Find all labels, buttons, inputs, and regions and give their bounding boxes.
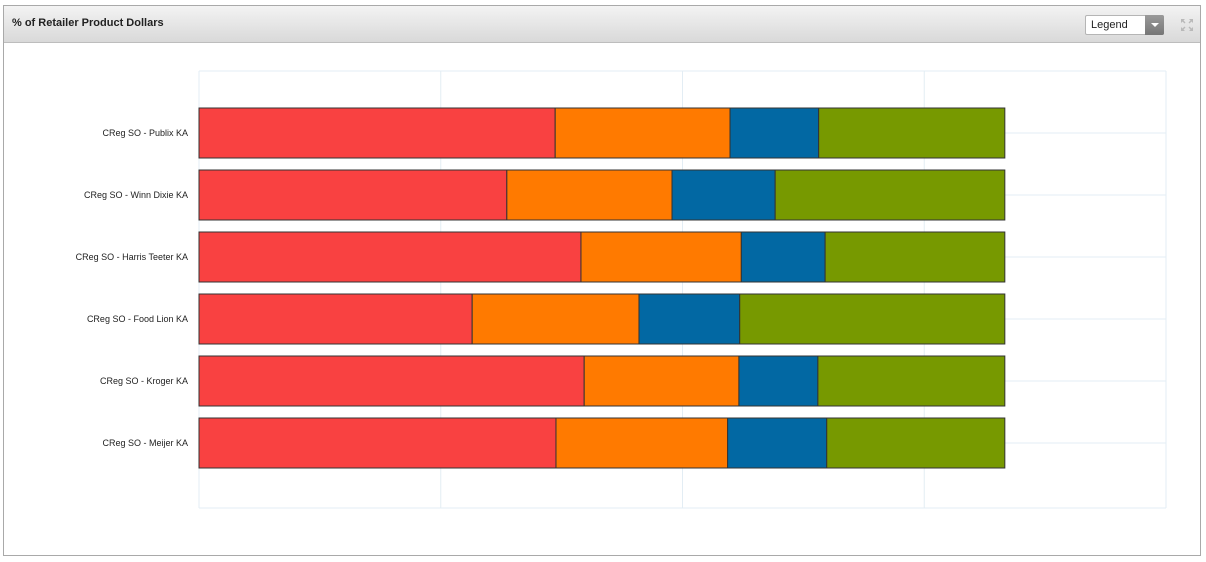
bar-segment: [738, 355, 819, 407]
bar-segment: [198, 417, 557, 469]
bar-segment: [740, 231, 826, 283]
bar-segment: [638, 293, 741, 345]
chevron-down-icon[interactable]: [1145, 15, 1164, 35]
bar-segment: [774, 169, 1006, 221]
bar-segment: [818, 107, 1006, 159]
bar-segment: [583, 355, 740, 407]
category-label: CReg SO - Food Lion KA: [87, 314, 188, 324]
bar-segment: [471, 293, 640, 345]
category-label: CReg SO - Meijer KA: [102, 438, 188, 448]
category-label: CReg SO - Publix KA: [102, 128, 188, 138]
bar-segment: [729, 107, 820, 159]
bar-segment: [198, 231, 582, 283]
bar-segment: [198, 293, 473, 345]
panel-header: % of Retailer Product Dollars Legend: [4, 6, 1200, 43]
category-label: CReg SO - Winn Dixie KA: [84, 190, 188, 200]
legend-dropdown[interactable]: Legend: [1085, 15, 1164, 35]
bar-segment: [826, 417, 1006, 469]
bar-segment: [198, 169, 508, 221]
chart-bars: [198, 107, 1006, 469]
bar-segment: [555, 417, 729, 469]
bar-segment: [817, 355, 1006, 407]
bar-segment: [727, 417, 828, 469]
bar-segment: [580, 231, 742, 283]
category-label: CReg SO - Harris Teeter KA: [76, 252, 188, 262]
bar-segment: [824, 231, 1006, 283]
panel-title: % of Retailer Product Dollars: [12, 17, 164, 29]
bar-segment: [739, 293, 1006, 345]
category-labels: CReg SO - Publix KA CReg SO - Winn Dixie …: [76, 128, 188, 448]
legend-dropdown-label: Legend: [1091, 19, 1128, 31]
bar-segment: [506, 169, 673, 221]
bar-segment: [671, 169, 776, 221]
bar-segment: [198, 107, 556, 159]
maximize-icon[interactable]: [1180, 18, 1194, 32]
bar-segment: [198, 355, 585, 407]
category-label: CReg SO - Kroger KA: [100, 376, 188, 386]
bar-segment: [554, 107, 731, 159]
